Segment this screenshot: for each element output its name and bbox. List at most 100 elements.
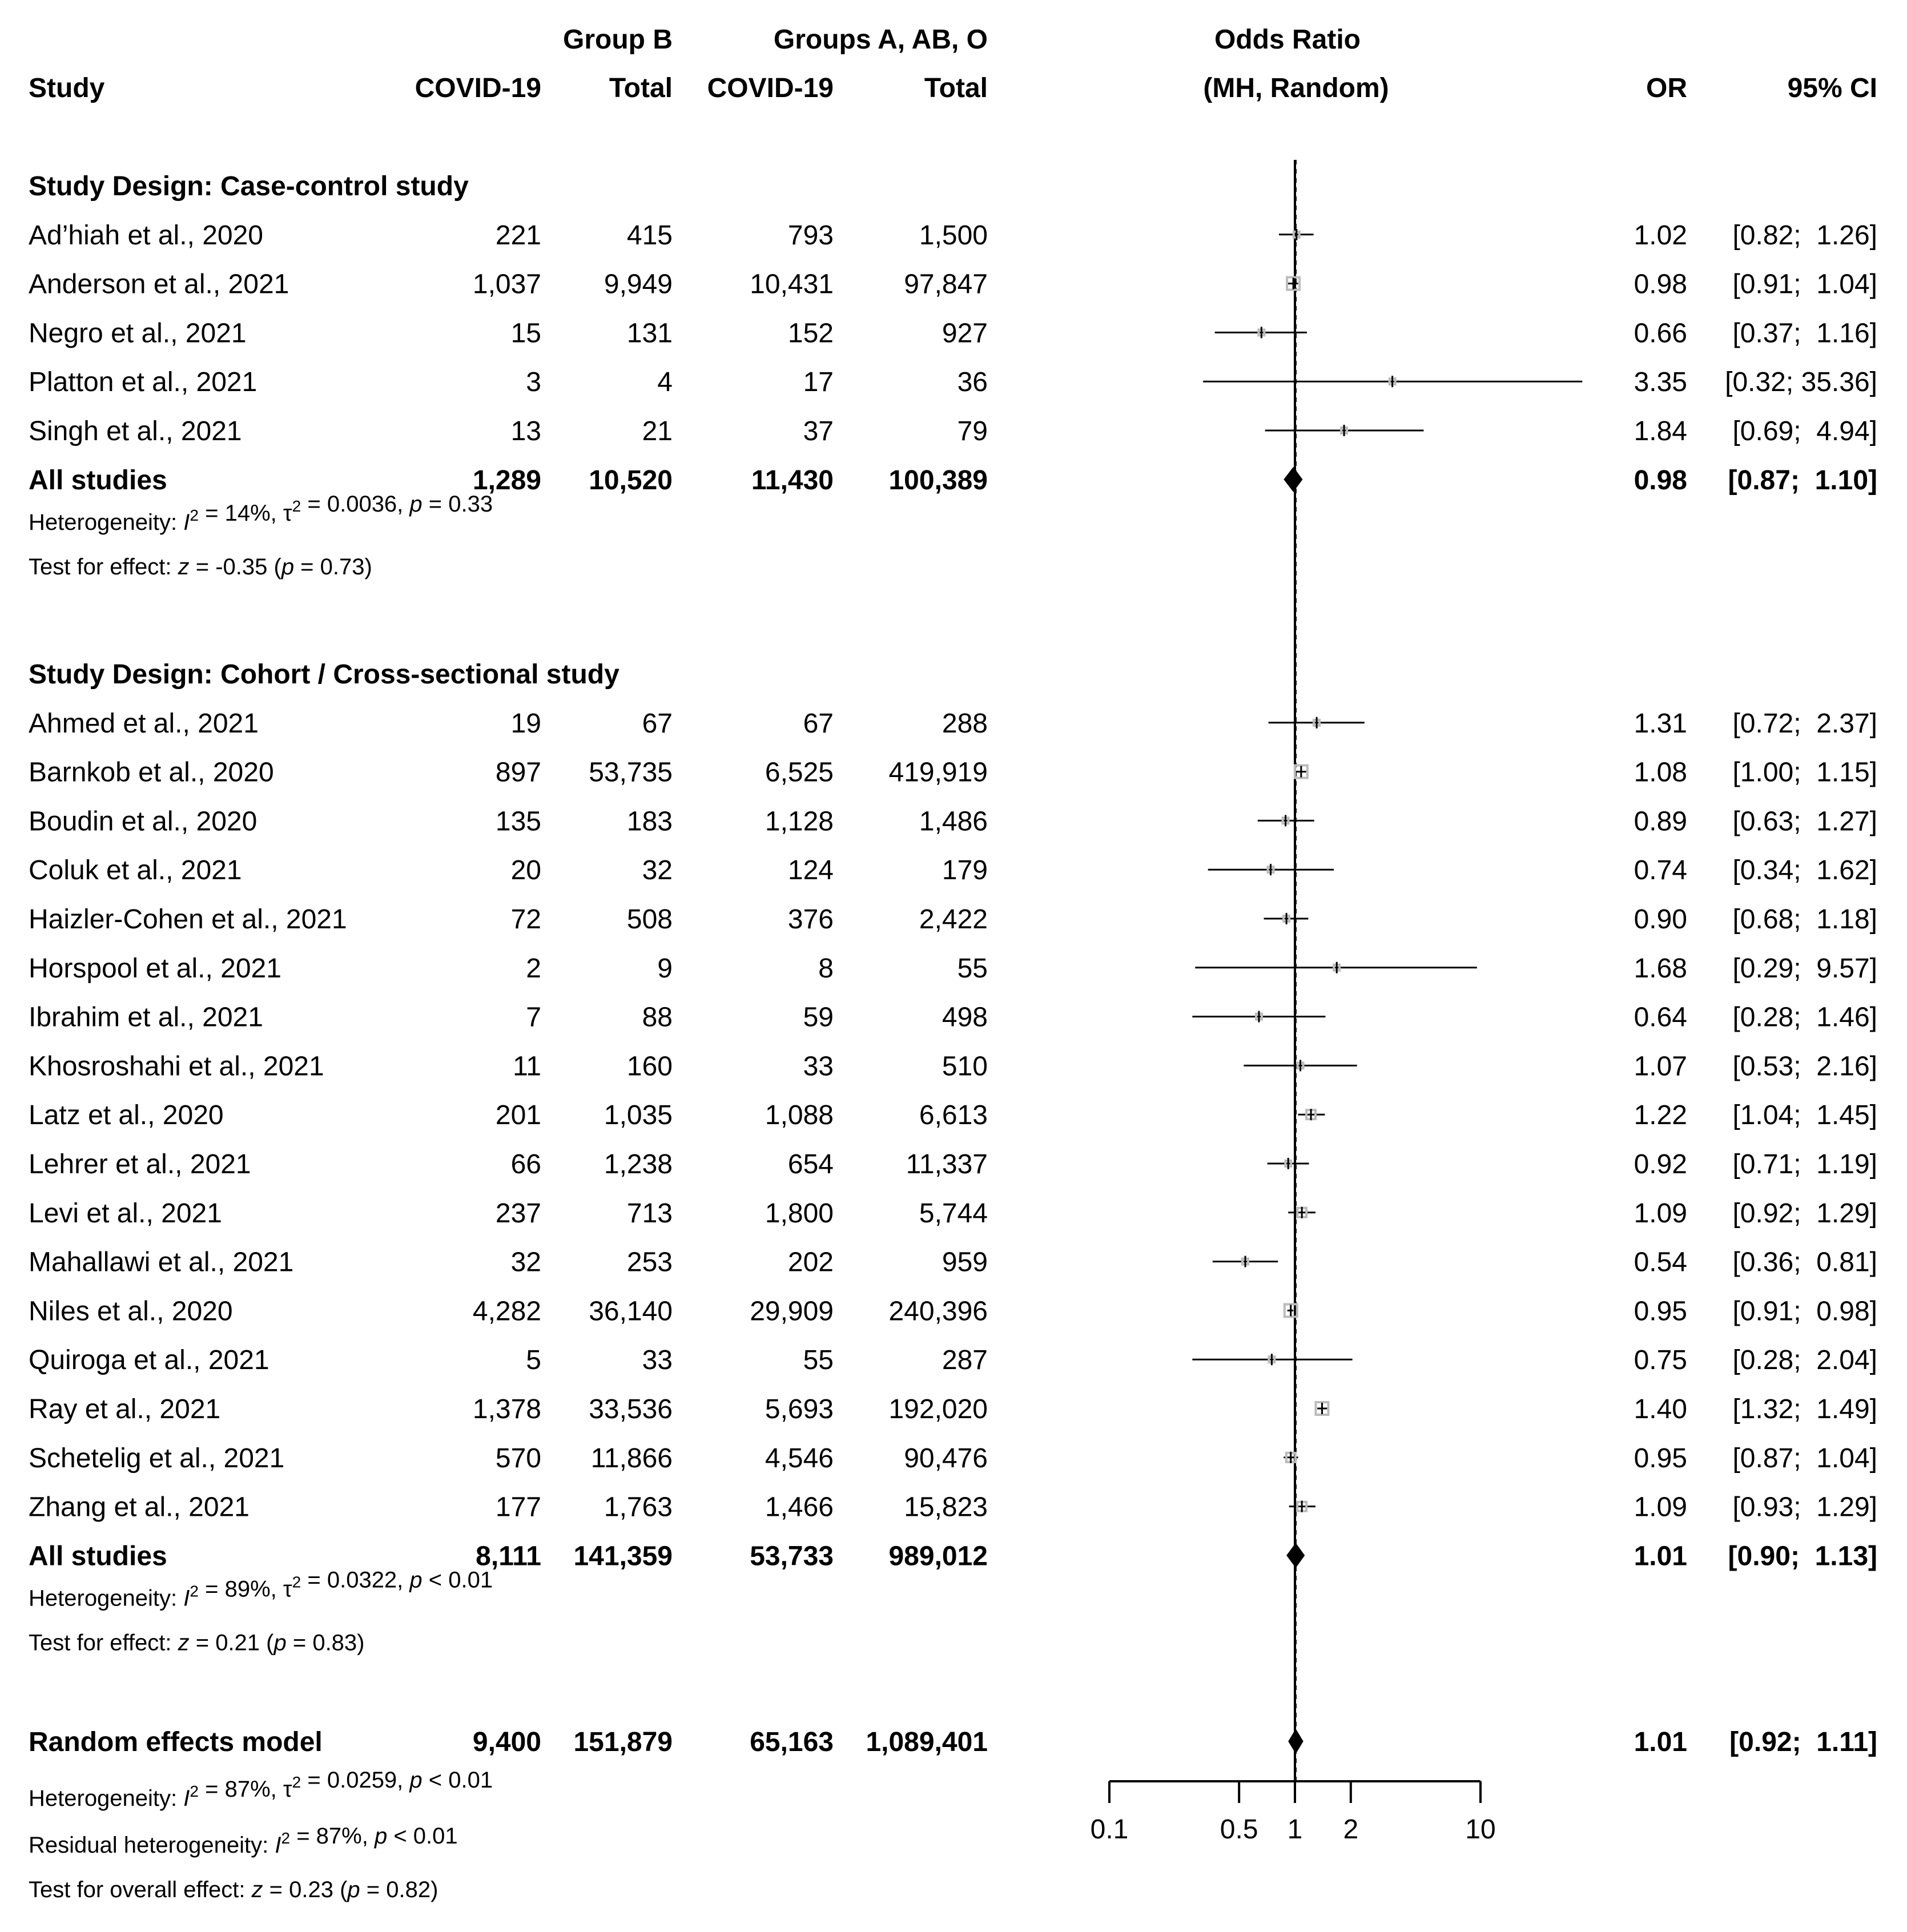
cell-b-events: 135 [496,806,541,836]
cell-a-total: 79 [957,416,988,446]
overall-heterogeneity: Heterogeneity: I2 = 87%, τ2 = 0.0259, p … [29,1768,493,1811]
subgroup-pooled-b-total: 10,520 [589,465,673,496]
or-value: 1.68 [1634,953,1687,984]
ci-value: [0.82; 1.26] [1732,220,1877,251]
subgroup-pooled-label: All studies [29,465,167,496]
cell-b-total: 33,536 [589,1394,673,1424]
subgroup-pooled-or: 1.01 [1634,1541,1687,1571]
cell-a-events: 1,088 [765,1100,834,1130]
study-name: Boudin et al., 2020 [29,806,257,836]
subgroup-pooled-a-total: 989,012 [888,1541,988,1571]
cell-b-total: 33 [642,1345,673,1375]
overall-model-a-total: 1,089,401 [866,1727,988,1757]
cell-a-events: 793 [788,220,834,251]
subgroup-pooled-b-events: 8,111 [476,1541,541,1571]
study-name: Negro et al., 2021 [29,318,247,348]
cell-b-events: 177 [496,1492,541,1523]
cell-b-total: 713 [627,1198,673,1229]
study-name: Ibrahim et al., 2021 [29,1003,263,1033]
or-value: 0.74 [1634,855,1687,886]
study-name: Platton et al., 2021 [29,367,257,397]
cell-a-total: 55 [957,953,988,984]
cell-a-events: 8 [818,953,834,984]
ci-value: [0.91; 0.98] [1732,1296,1877,1326]
cell-a-events: 33 [803,1051,834,1081]
subgroup-pooled-ci: [0.90; 1.13] [1728,1541,1877,1571]
cell-b-events: 1,037 [473,269,541,300]
cell-b-total: 415 [627,220,673,251]
cell-a-total: 15,823 [904,1492,988,1523]
weight-square [1293,764,1309,779]
subgroup-pooled-a-total: 100,389 [888,465,988,496]
cell-b-events: 72 [511,904,541,935]
cell-a-events: 376 [788,904,834,935]
subgroup-pooled-label: All studies [29,1541,167,1571]
weight-square [1286,276,1301,291]
cell-a-total: 1,500 [919,220,988,251]
x-tick-label: 2 [1343,1814,1358,1845]
or-value: 0.75 [1634,1345,1687,1375]
cell-b-total: 508 [627,904,673,935]
cell-a-total: 927 [942,318,988,348]
overall-effect-test: Test for overall effect: z = 0.23 (p = 0… [29,1877,438,1902]
weight-square [1314,1401,1330,1416]
study-name: Ahmed et al., 2021 [29,709,259,739]
study-name: Latz et al., 2020 [29,1100,224,1130]
cell-a-events: 1,466 [765,1492,834,1523]
study-name: Barnkob et al., 2020 [29,758,274,788]
ci-value: [0.36; 0.81] [1732,1247,1877,1278]
cell-b-total: 4 [657,367,673,397]
cell-b-events: 4,282 [473,1296,541,1326]
cell-a-events: 59 [803,1003,834,1033]
ci-value: [0.87; 1.04] [1732,1443,1877,1474]
or-value: 1.31 [1634,709,1687,739]
cell-b-total: 9,949 [604,269,673,300]
cell-b-total: 1,035 [604,1100,673,1130]
cell-a-total: 6,613 [919,1100,988,1130]
study-name: Coluk et al., 2021 [29,855,242,886]
ci-value: [0.92; 1.29] [1732,1198,1877,1229]
ci-value: [0.28; 1.46] [1732,1003,1877,1033]
cell-b-total: 11,866 [591,1443,673,1474]
ci-value: [1.00; 1.15] [1732,758,1877,788]
study-name: Schetelig et al., 2021 [29,1443,284,1474]
or-value: 1.84 [1634,416,1687,446]
cell-a-total: 1,486 [919,806,988,836]
x-axis: 0.1 0.5 1 2 10 [1091,1780,1496,1845]
cell-b-total: 21 [642,416,673,446]
cell-b-events: 20 [511,855,541,886]
cell-b-events: 11 [513,1051,541,1081]
overall-model-b-total: 151,879 [573,1727,673,1757]
ci-value: [0.69; 4.94] [1732,416,1877,446]
subgroup-effect-test: Test for effect: z = 0.21 (p = 0.83) [29,1630,365,1655]
header-group-b: Group B [563,25,673,55]
cell-b-total: 67 [642,709,673,739]
or-value: 1.22 [1634,1100,1687,1130]
cell-a-total: 179 [942,855,988,886]
subgroup-pooled-a-events: 11,430 [751,465,834,496]
cell-a-total: 5,744 [919,1198,988,1229]
study-name: Levi et al., 2021 [29,1198,222,1229]
study-name: Horspool et al., 2021 [29,953,281,984]
ci-value: [0.71; 1.19] [1732,1149,1877,1180]
study-name: Lehrer et al., 2021 [29,1149,251,1180]
cell-b-events: 32 [511,1247,541,1278]
study-name: Khosroshahi et al., 2021 [29,1051,324,1081]
ci-value: [0.28; 2.04] [1732,1345,1877,1375]
study-name: Quiroga et al., 2021 [29,1345,269,1375]
or-value: 0.95 [1634,1296,1687,1326]
study-name: Ad’hiah et al., 2020 [29,220,263,251]
ci-value: [0.72; 2.37] [1732,709,1877,739]
cell-b-events: 5 [526,1345,541,1375]
cell-b-total: 183 [627,806,673,836]
subgroup-title: Study Design: Cohort / Cross-sectional s… [29,659,619,690]
cell-b-total: 88 [642,1003,673,1033]
axis-label-line1: Odds Ratio [1214,25,1361,55]
header-study: Study [29,73,105,103]
or-value: 3.35 [1634,367,1687,397]
x-tick-label: 0.5 [1220,1814,1258,1845]
cell-a-total: 287 [942,1345,988,1375]
x-tick-label: 10 [1465,1814,1495,1845]
subgroup-pooled-b-events: 1,289 [473,465,541,496]
